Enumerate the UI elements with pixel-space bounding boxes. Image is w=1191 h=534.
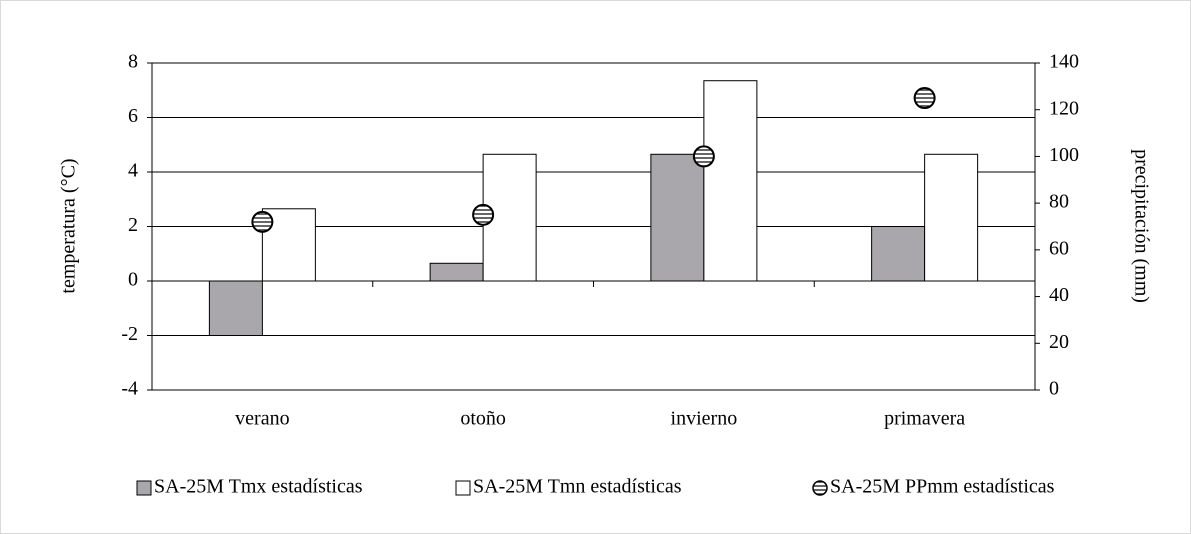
y-tick-label: -4 [121, 378, 138, 400]
bar [429, 262, 484, 282]
x-tick-label: verano [235, 408, 289, 430]
legend-swatch [455, 480, 471, 496]
x-tick-label: primavera [884, 408, 965, 430]
bar [703, 80, 758, 282]
y-tick-label: 4 [128, 160, 138, 182]
y2-tick-label: 120 [1049, 97, 1079, 119]
bar [208, 280, 263, 336]
y2-axis-title: precipitación (mm) [1130, 149, 1152, 303]
y2-tick-label: 140 [1049, 51, 1079, 73]
legend-label: SA-25M PPmm estadísticas [830, 476, 1055, 498]
y-axis-title: temperatura (°C) [58, 158, 80, 293]
y2-tick-label: 40 [1049, 284, 1069, 306]
y-tick-label: -2 [121, 323, 138, 345]
y2-tick-label: 0 [1049, 378, 1059, 400]
point [692, 145, 715, 168]
x-tick-label: otoño [460, 408, 506, 430]
legend-swatch [812, 480, 828, 496]
y-tick-label: 8 [128, 51, 138, 73]
legend-label: SA-25M Tmx estadísticas [154, 476, 363, 498]
point [251, 210, 274, 233]
y2-tick-label: 80 [1049, 191, 1069, 213]
bar [650, 153, 705, 282]
y2-tick-label: 20 [1049, 331, 1069, 353]
point [913, 87, 936, 110]
point [472, 203, 495, 226]
legend-label: SA-25M Tmn estadísticas [473, 476, 682, 498]
bar [871, 226, 926, 282]
y2-tick-label: 100 [1049, 144, 1079, 166]
y2-tick-label: 60 [1049, 237, 1069, 259]
bar [924, 153, 979, 282]
x-tick-label: invierno [671, 408, 738, 430]
y-tick-label: 0 [128, 269, 138, 291]
legend-swatch [136, 480, 152, 496]
y-tick-label: 6 [128, 105, 138, 127]
y-tick-label: 2 [128, 214, 138, 236]
